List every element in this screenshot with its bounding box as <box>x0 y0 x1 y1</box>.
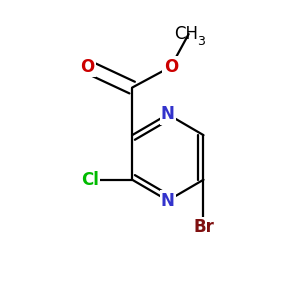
Text: Cl: Cl <box>82 171 100 189</box>
Text: O: O <box>80 58 95 76</box>
Text: CH: CH <box>174 25 198 43</box>
Text: 3: 3 <box>196 35 205 48</box>
Text: O: O <box>164 58 178 76</box>
Text: N: N <box>161 191 175 209</box>
Text: N: N <box>161 105 175 123</box>
Text: Br: Br <box>193 218 214 236</box>
